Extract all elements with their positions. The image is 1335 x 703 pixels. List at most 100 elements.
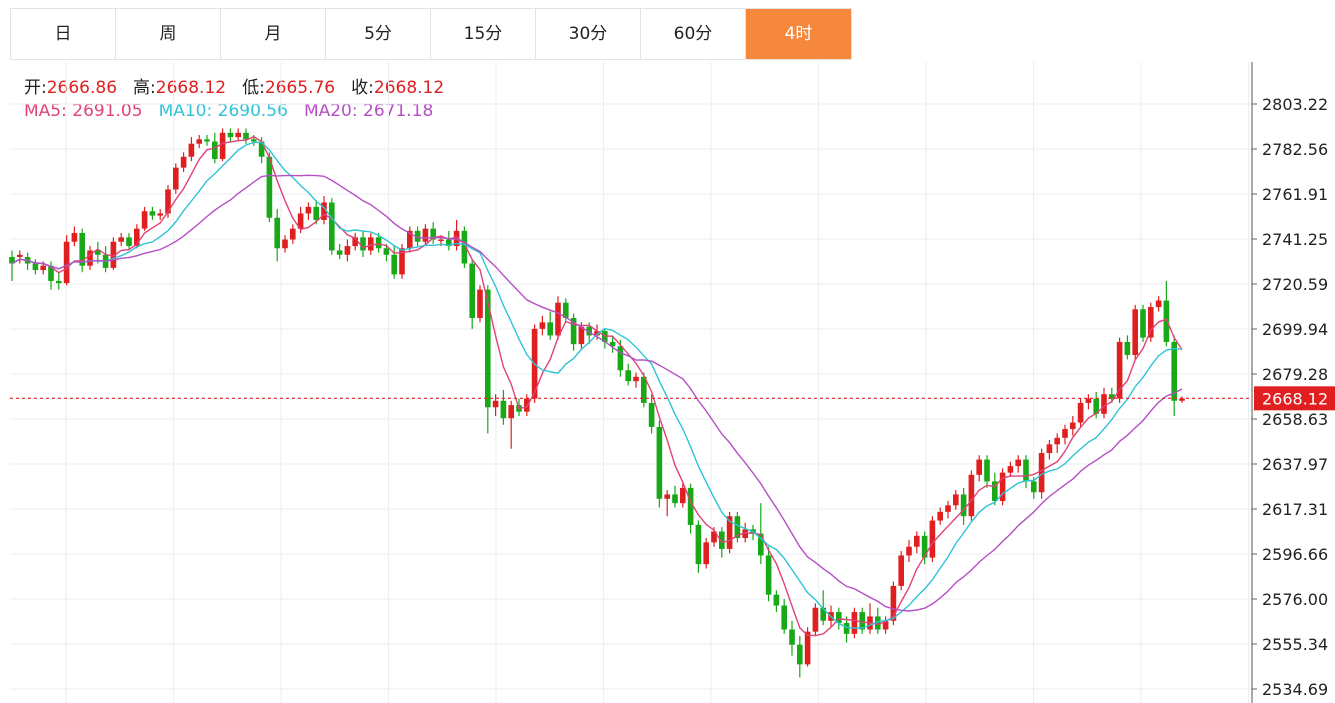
candle-body (406, 230, 413, 249)
ma5-label: MA5: (24, 101, 67, 121)
candle-body (445, 239, 452, 247)
candle-body (898, 555, 905, 586)
candle-body (820, 607, 827, 621)
candle-body (157, 213, 164, 216)
tab-period-2[interactable]: 月 (221, 9, 326, 59)
tab-period-5[interactable]: 30分 (536, 9, 641, 59)
candle-body (937, 511, 944, 521)
candle-body (656, 426, 663, 499)
candle-body (492, 400, 499, 408)
candle-body (32, 263, 39, 271)
candle-body (414, 230, 421, 242)
candle-body (196, 139, 203, 144)
y-tick-label: 2803.22 (1262, 95, 1328, 114)
current-price-label: 2668.12 (1262, 389, 1328, 408)
candle-body (921, 535, 928, 558)
candle-body (367, 237, 374, 251)
candle-body (1147, 307, 1154, 338)
y-tick-label: 2658.63 (1262, 410, 1328, 429)
open-value: 2666.86 (46, 78, 118, 98)
y-tick-label: 2596.66 (1262, 545, 1328, 564)
candle-body (633, 376, 639, 382)
candle-body (438, 239, 444, 242)
candle-body (773, 594, 780, 606)
candle-body (360, 237, 366, 251)
candle-body (422, 228, 429, 242)
candle-body (87, 250, 93, 266)
candle-body (250, 139, 257, 142)
y-tick-label: 2699.94 (1262, 320, 1328, 339)
y-tick-label: 2720.59 (1262, 275, 1328, 294)
candle-body (336, 250, 343, 255)
candle-body (469, 263, 476, 318)
candle-body (165, 189, 171, 214)
y-tick-label: 2741.25 (1262, 230, 1328, 249)
candle-body (188, 143, 195, 157)
candle-body (328, 202, 335, 251)
candle-body (984, 459, 990, 482)
candle-body (734, 516, 741, 539)
ma20-line (11, 174, 1183, 612)
tab-period-1[interactable]: 周 (116, 9, 221, 59)
candle-body (586, 326, 593, 336)
low-value: 2665.76 (264, 78, 336, 98)
candle-body (617, 346, 624, 371)
candle-body (1124, 341, 1131, 356)
candle-body (562, 302, 569, 318)
candle-body (126, 237, 132, 247)
y-tick-label: 2555.34 (1262, 635, 1328, 654)
candle-body (851, 612, 858, 634)
candle-body (305, 206, 312, 214)
ma10-value: 2690.56 (217, 101, 288, 121)
candle-body (1179, 398, 1185, 401)
candle-body (1132, 309, 1139, 356)
candle-body (874, 616, 881, 630)
candle-body (664, 494, 671, 499)
candle-body (1085, 398, 1092, 403)
tab-period-6[interactable]: 60分 (641, 9, 746, 59)
candle-body (781, 605, 788, 630)
candle-body (1046, 444, 1053, 454)
candle-body (71, 233, 78, 242)
candle-body (383, 248, 390, 255)
candle-body (976, 459, 983, 475)
candle-body (211, 141, 218, 159)
candle-body (289, 228, 296, 240)
ma-info: MA5: 2691.05 MA10: 2690.56 MA20: 2671.18 (24, 101, 433, 121)
tab-period-7[interactable]: 4时 (746, 9, 851, 59)
candle-body (219, 132, 226, 159)
candle-body (141, 211, 148, 229)
candle-body (399, 248, 405, 275)
candle-body (63, 241, 70, 284)
candle-body (789, 629, 795, 645)
candle-body (1163, 300, 1170, 342)
candle-body (625, 370, 632, 382)
tab-period-4[interactable]: 15分 (431, 9, 536, 59)
tab-period-0[interactable]: 日 (11, 9, 116, 59)
ma10-line (11, 141, 1183, 629)
candle-body (133, 228, 140, 247)
tab-period-3[interactable]: 5分 (326, 9, 431, 59)
ohlc-info: 开:2666.86 高:2668.12 低:2665.76 收:2668.12 (24, 73, 444, 98)
ma5-value: 2691.05 (72, 101, 143, 121)
candle-body (313, 206, 320, 220)
ma10-label: MA10: (158, 101, 213, 121)
candle-body (835, 612, 842, 623)
y-tick-label: 2782.56 (1262, 140, 1328, 159)
candle-body (999, 472, 1006, 501)
candle-body (344, 246, 351, 255)
candle-body (843, 622, 850, 634)
candle-body (1140, 309, 1146, 338)
candle-body (1101, 394, 1107, 414)
candle-body (391, 254, 398, 275)
candle-body (1015, 459, 1022, 467)
y-tick-label: 2534.69 (1262, 680, 1328, 699)
candle-body (812, 607, 819, 632)
candle-body (149, 211, 156, 216)
candle-body (110, 241, 117, 268)
candle-body (968, 474, 975, 517)
candle-body (274, 217, 281, 249)
candle-body (79, 233, 86, 266)
candle-body (711, 531, 717, 543)
candle-body (227, 132, 234, 138)
